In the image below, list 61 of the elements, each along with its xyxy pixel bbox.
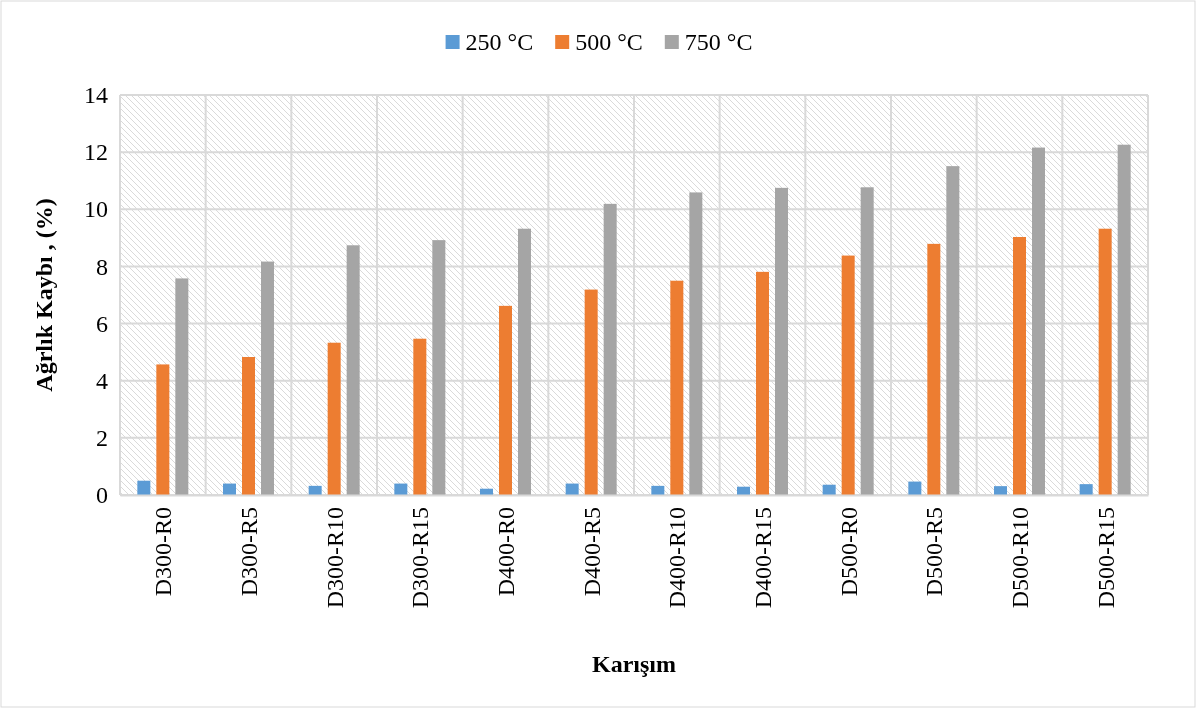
- bar: [223, 483, 236, 495]
- x-tick-label: D400-R10: [664, 507, 691, 609]
- bar: [156, 364, 170, 495]
- x-tick-label: D500-R5: [921, 507, 948, 597]
- bar: [670, 280, 684, 495]
- bar: [1098, 228, 1112, 495]
- bar: [927, 243, 941, 495]
- bar: [584, 289, 598, 495]
- bar: [413, 338, 427, 495]
- bar: [175, 278, 189, 495]
- x-tick-label: D300-R15: [407, 507, 434, 609]
- y-tick-label: 0: [96, 482, 108, 509]
- bar: [261, 261, 274, 495]
- x-tick-label: D500-R0: [835, 507, 862, 597]
- bar: [603, 203, 617, 495]
- bar: [137, 480, 151, 495]
- bar: [394, 483, 408, 495]
- bar: [480, 488, 493, 495]
- y-tick-label: 8: [96, 253, 108, 280]
- bar: [651, 485, 665, 495]
- x-tick-label: D300-R5: [235, 507, 262, 597]
- bar: [1117, 144, 1131, 495]
- bar: [1079, 484, 1093, 495]
- bar: [689, 192, 703, 495]
- y-tick-label: 14: [84, 82, 108, 109]
- bar: [499, 305, 512, 495]
- legend-label: 500 °C: [575, 29, 643, 56]
- y-tick-label: 2: [96, 425, 108, 452]
- bar: [308, 485, 322, 495]
- legend-label: 750 °C: [684, 29, 753, 56]
- legend-label: 250 °C: [465, 29, 534, 56]
- bar: [1013, 237, 1026, 495]
- bar: [737, 486, 750, 495]
- bar: [994, 486, 1007, 495]
- y-axis-title: Ağrlık Kaybı , (%): [31, 198, 57, 392]
- bar: [327, 342, 341, 495]
- x-tick-label: D400-R0: [492, 507, 519, 597]
- bar: [946, 166, 960, 495]
- bar: [756, 271, 769, 495]
- x-tick-label: D300-R0: [150, 507, 177, 597]
- y-tick-label: 12: [84, 139, 108, 166]
- y-tick-label: 10: [84, 196, 108, 223]
- bar: [908, 481, 922, 495]
- bar: [518, 228, 531, 495]
- bar: [841, 255, 855, 495]
- x-tick-label: D500-R10: [1006, 507, 1033, 609]
- x-tick-label: D300-R10: [321, 507, 348, 609]
- bar: [822, 484, 836, 495]
- bar: [346, 245, 360, 495]
- bar: [1032, 147, 1045, 495]
- y-tick-label: 4: [96, 367, 108, 394]
- x-tick-label: D500-R15: [1092, 507, 1119, 609]
- x-axis-title: Karışım: [592, 651, 676, 677]
- x-tick-label: D400-R15: [749, 507, 776, 609]
- y-tick-label: 6: [96, 310, 108, 337]
- bar: [775, 187, 788, 495]
- bar: [242, 357, 255, 495]
- bar: [565, 483, 579, 495]
- x-tick-label: D400-R5: [578, 507, 605, 597]
- bar: [432, 240, 446, 495]
- bar: [860, 187, 874, 495]
